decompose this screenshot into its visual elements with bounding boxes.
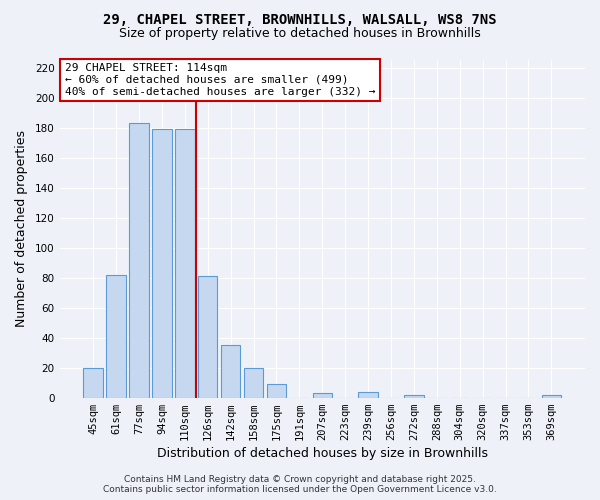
Text: Contains HM Land Registry data © Crown copyright and database right 2025.
Contai: Contains HM Land Registry data © Crown c… xyxy=(103,474,497,494)
Text: 29 CHAPEL STREET: 114sqm
← 60% of detached houses are smaller (499)
40% of semi-: 29 CHAPEL STREET: 114sqm ← 60% of detach… xyxy=(65,64,376,96)
Bar xyxy=(129,123,149,398)
X-axis label: Distribution of detached houses by size in Brownhills: Distribution of detached houses by size … xyxy=(157,447,488,460)
Bar xyxy=(358,392,378,398)
Bar xyxy=(175,129,194,398)
Text: 29, CHAPEL STREET, BROWNHILLS, WALSALL, WS8 7NS: 29, CHAPEL STREET, BROWNHILLS, WALSALL, … xyxy=(103,12,497,26)
Bar xyxy=(198,276,217,398)
Y-axis label: Number of detached properties: Number of detached properties xyxy=(15,130,28,328)
Bar xyxy=(152,129,172,398)
Bar xyxy=(106,274,126,398)
Bar xyxy=(542,394,561,398)
Bar xyxy=(221,345,241,398)
Bar xyxy=(83,368,103,398)
Bar xyxy=(267,384,286,398)
Bar xyxy=(313,393,332,398)
Bar xyxy=(244,368,263,398)
Text: Size of property relative to detached houses in Brownhills: Size of property relative to detached ho… xyxy=(119,28,481,40)
Bar xyxy=(404,394,424,398)
